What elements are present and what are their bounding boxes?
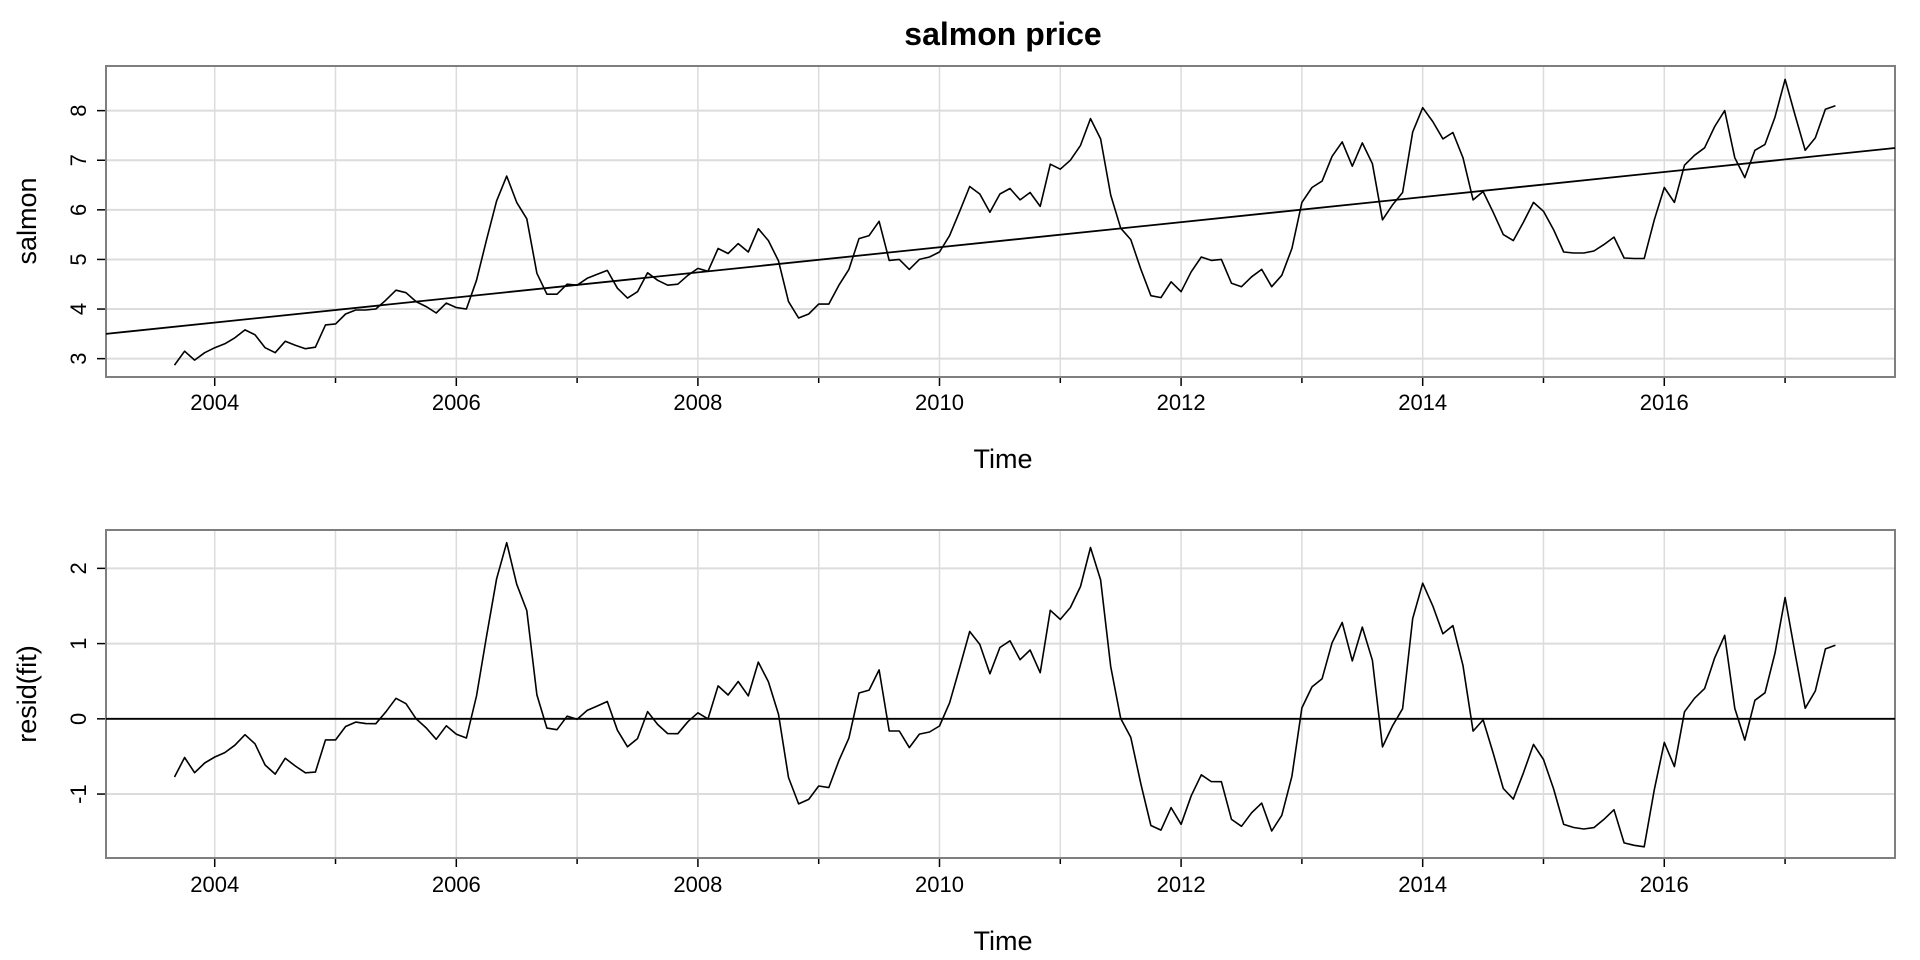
y-axis-label-top: salmon [12,177,42,264]
y-tick-label: 6 [66,204,91,216]
salmon-panel: 3 4 5 6 7 8 2004 2006 2008 2010 2012 2014 2016 [66,65,1896,415]
x-tick-label: 2012 [1157,390,1206,415]
y-tick-label: 5 [66,253,91,265]
x-tick-label: 2010 [915,872,964,897]
x-tick-label: 2004 [190,872,239,897]
trend-line [105,147,1896,335]
x-tick-label: 2008 [673,390,722,415]
plot-border [105,65,1896,378]
residual-series-line [173,541,1836,848]
x-tick-label: 2010 [915,390,964,415]
plot-border [105,529,1896,859]
residual-panel: -1 0 1 2 2004 2006 2008 2010 2012 2014 2016 [66,529,1896,897]
y-tick-label: 7 [66,154,91,166]
salmon-series-line [173,78,1836,366]
chart-title: salmon price [904,16,1101,52]
x-tick-label: 2008 [673,872,722,897]
y-tick-label: 2 [66,562,91,574]
y-tick-label: 3 [66,353,91,365]
x-tick-label: 2016 [1640,872,1689,897]
x-tick-label: 2016 [1640,390,1689,415]
x-tick-label: 2012 [1157,872,1206,897]
x-tick-label: 2004 [190,390,239,415]
y-tick-label: 8 [66,105,91,117]
x-axis-label-top: Time [974,444,1033,474]
y-tick-label: 0 [66,713,91,725]
y-tick-label: 4 [66,303,91,315]
y-tick-label: -1 [66,784,91,804]
x-axis-label-bottom: Time [974,926,1033,956]
x-tick-label: 2006 [432,390,481,415]
y-tick-label: 1 [66,637,91,649]
x-tick-label: 2014 [1398,872,1447,897]
x-tick-label: 2006 [432,872,481,897]
x-tick-label: 2014 [1398,390,1447,415]
y-axis-label-bottom: resid(fit) [12,645,42,743]
